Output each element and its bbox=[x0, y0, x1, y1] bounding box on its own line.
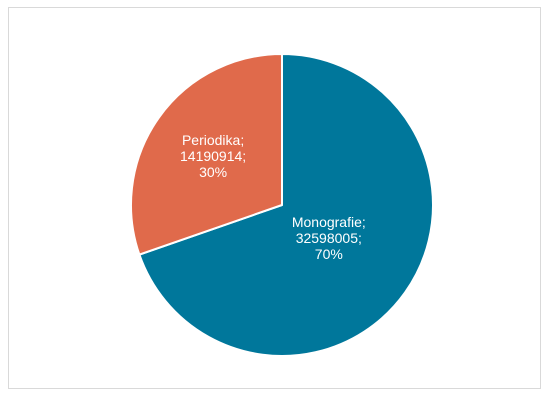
data-label-line: 32598005; bbox=[296, 230, 362, 246]
data-label-line: 14190914; bbox=[180, 148, 246, 164]
data-label-line: 70% bbox=[315, 246, 343, 262]
pie-labels: Monografie; 32598005; 70% Periodika; 1419091… bbox=[180, 132, 366, 262]
data-label-line: Monografie; bbox=[292, 214, 366, 230]
pie-chart: Monografie; 32598005; 70% Periodika; 1419091… bbox=[130, 53, 434, 357]
pie-slice-monografie bbox=[138, 53, 434, 357]
chart-area: Monografie; 32598005; 70% Periodika; 1419091… bbox=[8, 7, 541, 389]
data-label-monografie: Monografie; 32598005; 70% bbox=[292, 214, 366, 262]
data-label-line: 30% bbox=[199, 164, 227, 180]
pie-slice-periodika bbox=[130, 53, 283, 256]
data-label-line: Periodika; bbox=[182, 132, 244, 148]
pie-slices bbox=[130, 53, 434, 357]
data-label-periodika: Periodika; 14190914; 30% bbox=[180, 132, 246, 180]
